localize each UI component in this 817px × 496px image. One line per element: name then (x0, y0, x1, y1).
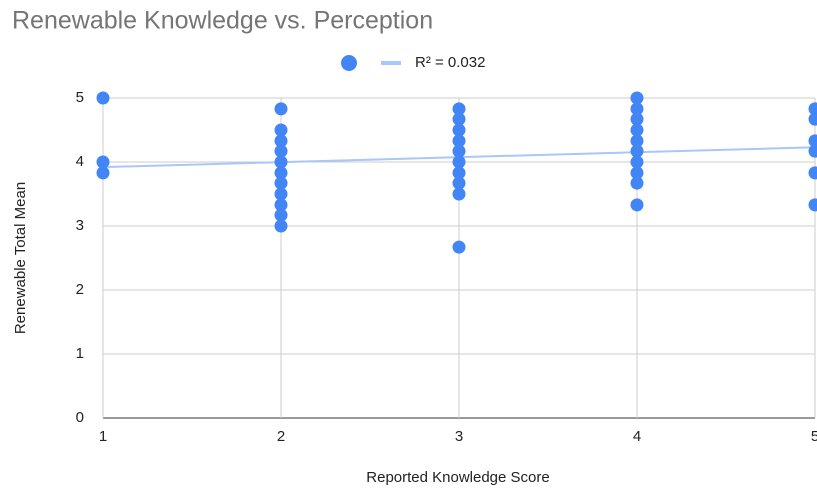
point (809, 198, 817, 211)
x-tick-label: 4 (633, 428, 641, 445)
point (631, 198, 644, 211)
chart-title: Renewable Knowledge vs. Perception (12, 7, 433, 35)
point (453, 188, 466, 201)
point (97, 92, 110, 105)
y-tick-label: 4 (76, 153, 84, 170)
point (453, 241, 466, 254)
x-tick-label: 2 (277, 428, 285, 445)
y-tick-label: 1 (76, 345, 84, 362)
point (97, 166, 110, 179)
y-axis-label: Renewable Total Mean (12, 182, 29, 334)
point (809, 113, 817, 126)
legend-trendline-label: R² = 0.032 (415, 54, 485, 71)
y-tick-label: 5 (76, 89, 84, 106)
point (275, 220, 288, 233)
x-tick-label: 3 (455, 428, 463, 445)
y-tick-label: 3 (76, 217, 84, 234)
x-tick-label: 1 (99, 428, 107, 445)
legend-marker (341, 55, 357, 71)
point (275, 102, 288, 115)
x-tick-label: 5 (811, 428, 817, 445)
point (809, 166, 817, 179)
y-tick-label: 0 (76, 409, 84, 426)
y-tick-label: 2 (76, 281, 84, 298)
point (631, 177, 644, 190)
x-axis-label: Reported Knowledge Score (366, 469, 549, 486)
